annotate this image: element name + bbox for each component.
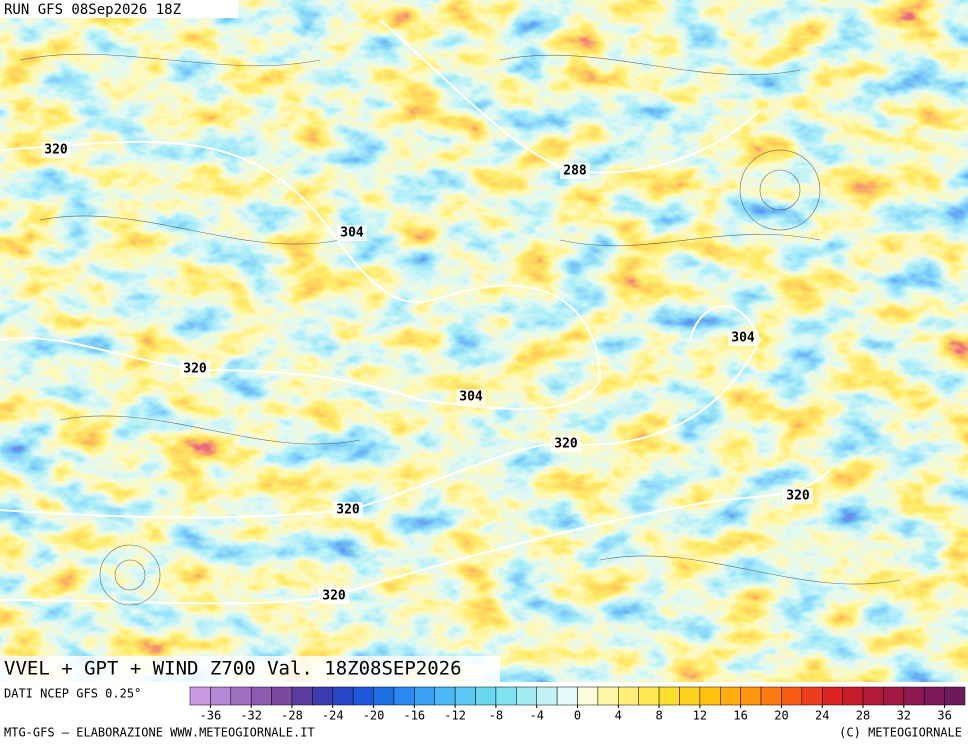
colorbar-tick-label: -32 [240, 709, 262, 723]
colorbar-tick-label: 20 [774, 709, 788, 723]
colorbar-swatch [250, 686, 272, 706]
colorbar-swatch [883, 686, 905, 706]
colorbar-swatch [618, 686, 639, 706]
colorbar-tick-label: 16 [733, 709, 747, 723]
colorbar-tick-label: -8 [489, 709, 503, 723]
source: DATI NCEP GFS 0.25° [4, 687, 141, 701]
colorbar-swatch [536, 686, 558, 706]
colorbar-swatch [516, 686, 537, 706]
contour-label-box [456, 389, 486, 405]
colorbar-tick-label: 28 [856, 709, 870, 723]
contour-label-box [319, 588, 349, 604]
colorbar-tick-label: 8 [655, 709, 662, 723]
colorbar-tick-label: 12 [693, 709, 707, 723]
contour-label: 320 [336, 503, 360, 518]
colorbar-tick-label: -28 [281, 709, 303, 723]
colorbar-swatch [393, 686, 415, 706]
footer-right: (C) METEOGIORNALE [839, 726, 962, 740]
contour-label: 320 [183, 362, 207, 377]
contour-label: 320 [322, 589, 346, 604]
colorbar-swatch [740, 686, 762, 706]
colorbar: -36 -32 -28 -24 -20 -16 -12 -8 -4 0 4 8 12 16 20 24 28 32… [189, 686, 966, 723]
colorbar-swatch [577, 686, 599, 706]
colorbar-swatch [291, 686, 313, 706]
colorbar-swatch [923, 686, 945, 706]
colorbar-swatch [944, 686, 966, 706]
contour-label: 320 [44, 143, 68, 158]
contour-label-box [783, 488, 813, 504]
colorbar-swatch [475, 686, 497, 706]
colorbar-tick-label: -24 [322, 709, 344, 723]
contour-label-box [337, 225, 367, 241]
colorbar-swatch [760, 686, 782, 706]
colorbar-tick-label: -16 [403, 709, 425, 723]
colorbar-tick-label: -12 [444, 709, 466, 723]
contour-label-box [728, 330, 758, 346]
colorbar-swatch [699, 686, 721, 706]
colorbar-swatch [638, 686, 660, 706]
contour-labels: 320 288 304 304 320 304 320 320 320 320 [41, 142, 813, 604]
colorbar-tick-label: 36 [937, 709, 951, 723]
colorbar-tick-label: -36 [200, 709, 222, 723]
colorbar-tick-label: 32 [897, 709, 911, 723]
colorbar-swatch [230, 686, 252, 706]
colorbar-tick-label: 24 [815, 709, 829, 723]
colorbar-swatch [271, 686, 293, 706]
colorbar-swatch [556, 686, 578, 706]
colorbar-swatch [414, 686, 435, 706]
colorbar-swatch [495, 686, 517, 706]
vertical-velocity-field [0, 0, 968, 682]
colorbar-swatch [352, 686, 374, 706]
header: RUN GFS 08Sep2026 18Z [4, 2, 181, 18]
colorbar-tick-label: -20 [363, 709, 385, 723]
colorbar-swatch [862, 686, 884, 706]
header-box [0, 0, 238, 18]
colorbar-swatch [821, 686, 843, 706]
contour-label-box [41, 142, 71, 158]
colorbar-swatch [597, 686, 619, 706]
footer-left: MTG-GFS — ELABORAZIONE WWW.METEOGIORNALE… [4, 726, 315, 740]
colorbar-swatch [189, 686, 211, 706]
title: VVEL + GPT + WIND Z700 Val. 18Z08SEP2026 [4, 658, 462, 680]
colorbar-tick-label: 4 [615, 709, 622, 723]
colorbar-swatch [903, 686, 925, 706]
colorbar-tick-label: 0 [574, 709, 581, 723]
colorbar-swatch [434, 686, 456, 706]
title-box [0, 656, 500, 682]
colorbar-swatch [454, 686, 476, 706]
colorbar-swatch [658, 686, 680, 706]
colorbar-swatch [332, 686, 354, 706]
contour-label-box [560, 163, 590, 179]
colorbar-swatch [781, 686, 803, 706]
contour-label: 304 [340, 226, 364, 241]
colorbar-swatch [720, 686, 741, 706]
contour-label: 304 [459, 390, 483, 405]
colorbar-tick-label: -4 [529, 709, 543, 723]
contour-label: 320 [554, 437, 578, 452]
contour-label: 304 [731, 331, 755, 346]
contour-label-box [333, 502, 363, 518]
contour-label: 320 [786, 489, 810, 504]
colorbar-swatch [842, 686, 864, 706]
contour-label: 288 [563, 164, 587, 179]
colorbar-swatch [679, 686, 701, 706]
contour-label-box [180, 361, 210, 377]
colorbar-swatch [373, 686, 395, 706]
wind-streamlines [19, 53, 901, 606]
colorbar-swatch [801, 686, 823, 706]
colorbar-swatch [312, 686, 334, 706]
colorbar-swatch [210, 686, 232, 706]
contour-label-box [551, 436, 581, 452]
